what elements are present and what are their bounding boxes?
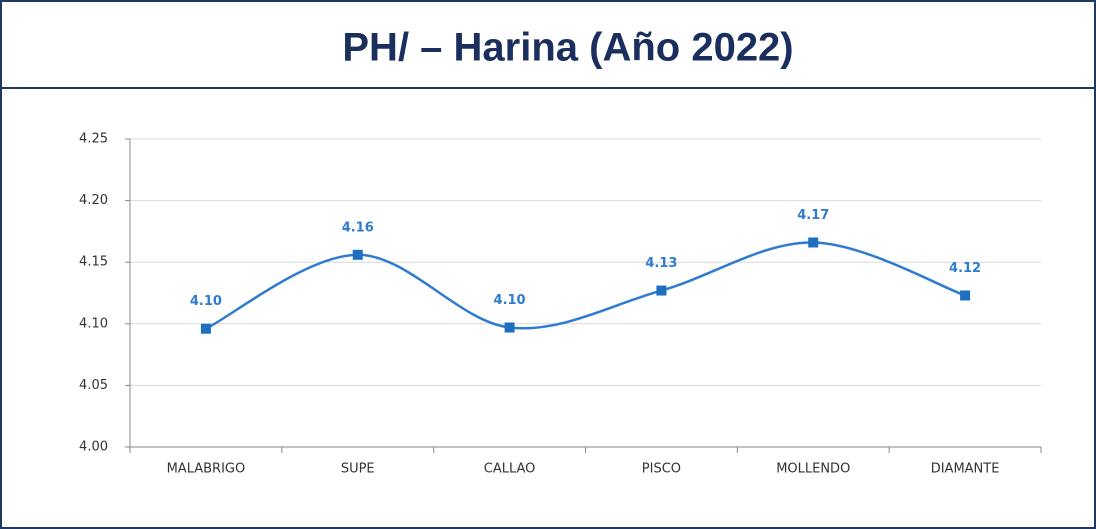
- marker: [504, 322, 515, 333]
- x-tick-label: DIAMANTE: [931, 462, 1000, 477]
- marker: [200, 323, 211, 334]
- marker: [808, 237, 819, 248]
- series-line: [205, 241, 966, 330]
- x-tick-label: SUPE: [341, 462, 375, 477]
- x-tick-label: MOLLENDO: [776, 462, 850, 477]
- y-tick-label: 4.05: [79, 378, 108, 393]
- x-tick-label: CALLAO: [484, 462, 536, 477]
- y-tick-label: 4.10: [79, 316, 108, 331]
- y-tick-label: 4.15: [79, 255, 108, 270]
- marker: [352, 249, 363, 260]
- x-tick-label: PISCO: [642, 462, 681, 477]
- marker: [960, 290, 971, 301]
- data-label: 4.10: [190, 294, 222, 309]
- marker: [656, 285, 667, 296]
- y-tick-label: 4.25: [79, 132, 108, 147]
- chart-title: PH/ – Harina (Año 2022): [342, 26, 793, 70]
- data-label: 4.10: [494, 293, 526, 308]
- data-label: 4.17: [797, 208, 829, 223]
- data-label: 4.13: [645, 256, 677, 271]
- data-label: 4.12: [949, 261, 981, 276]
- data-label: 4.16: [342, 220, 374, 235]
- y-tick-label: 4.20: [79, 193, 108, 208]
- x-tick-label: MALABRIGO: [167, 462, 246, 477]
- y-tick-label: 4.00: [79, 440, 108, 455]
